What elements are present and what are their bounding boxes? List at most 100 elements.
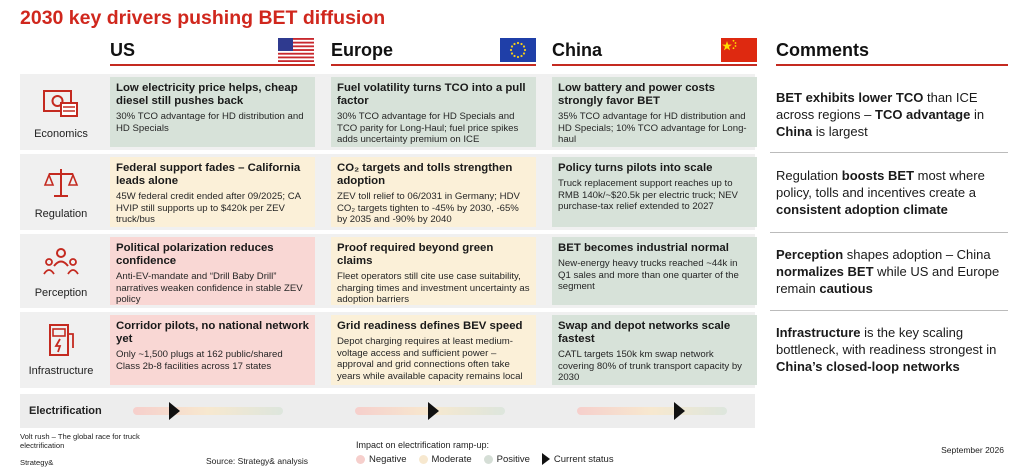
legend-moderate: Moderate bbox=[418, 453, 472, 465]
cell-body: Fleet operators still cite use case suit… bbox=[337, 271, 530, 306]
comment-infrastructure: Infrastructure is the key scaling bottle… bbox=[776, 325, 1008, 376]
europe-current-status-marker bbox=[428, 402, 439, 420]
cell-body: 35% TCO advantage for HD distribution an… bbox=[558, 111, 747, 146]
cell-perception-europe: Proof required beyond green claims Fleet… bbox=[331, 237, 536, 305]
legend-current: Current status bbox=[541, 453, 614, 465]
comment-divider bbox=[770, 232, 1008, 233]
cell-body: Only ~1,500 plugs at 162 public/shared C… bbox=[116, 349, 283, 372]
comment-segment: shapes adoption – China bbox=[843, 247, 991, 262]
cell-body: ZEV toll relief to 06/2031 in Germany; H… bbox=[337, 191, 520, 226]
cell-heading: Swap and depot networks scale fastest bbox=[558, 320, 731, 346]
cell-heading: Political polarization reduces confidenc… bbox=[116, 242, 274, 268]
cell-body: Truck replacement support reaches up to … bbox=[558, 178, 738, 213]
comment-segment: cautious bbox=[819, 280, 873, 296]
comment-segment: while US and Europe remain bbox=[776, 263, 1000, 296]
comment-segment: Perception bbox=[776, 247, 844, 262]
comment-segment: boosts BET bbox=[841, 168, 915, 183]
europe-header-line bbox=[331, 64, 536, 66]
charger-icon bbox=[49, 324, 74, 356]
column-header-china: China bbox=[552, 40, 603, 60]
cell-heading: Low battery and power costs strongly fav… bbox=[558, 82, 715, 108]
electrification-label: Electrification bbox=[29, 405, 102, 417]
current-status-triangle-icon bbox=[541, 453, 550, 465]
cell-heading: CO₂ targets and tolls strengthen adoptio… bbox=[337, 162, 513, 188]
legend-negative: Negative bbox=[356, 454, 407, 465]
positive-dot-icon bbox=[483, 454, 493, 464]
cell-perception-us: Political polarization reduces confidenc… bbox=[110, 237, 315, 305]
china-flag-icon bbox=[721, 38, 757, 62]
comment-segment: normalizes BET bbox=[776, 263, 874, 279]
column-header-us: US bbox=[110, 40, 136, 60]
legend-moderate-label: Moderate bbox=[431, 453, 472, 465]
cell-economics-china: Low battery and power costs strongly fav… bbox=[552, 77, 757, 147]
comment-segment: than ICE across regions – bbox=[776, 90, 978, 122]
cell-body: 30% TCO advantage for HD Specials and TC… bbox=[337, 111, 519, 146]
people-icon bbox=[43, 248, 79, 275]
comment-segment: consistent adoption climate bbox=[776, 201, 948, 217]
comment-segment: Regulation bbox=[776, 168, 842, 183]
cell-heading: Grid readiness defines BEV speed bbox=[337, 320, 523, 332]
cell-body: CATL targets 150k km swap network coveri… bbox=[558, 349, 742, 384]
row-label-regulation: Regulation bbox=[34, 208, 88, 220]
comment-economics: BET exhibits lower TCO than ICE across r… bbox=[776, 90, 1008, 141]
cell-perception-china: BET becomes industrial normal New-energy… bbox=[552, 237, 757, 305]
comment-divider bbox=[770, 152, 1008, 153]
date: September 2026 bbox=[941, 445, 1004, 455]
cell-regulation-china: Policy turns pilots into scale Truck rep… bbox=[552, 157, 757, 227]
comment-perception: Perception shapes adoption – China norma… bbox=[776, 247, 1008, 298]
row-label-perception: Perception bbox=[34, 287, 88, 299]
comment-divider bbox=[770, 310, 1008, 311]
comment-segment: Infrastructure bbox=[776, 325, 861, 340]
us-electrification-scale bbox=[133, 407, 283, 415]
legend: Negative Moderate Positive Current statu… bbox=[356, 453, 620, 465]
scales-icon bbox=[43, 169, 79, 197]
china-header-line bbox=[552, 64, 757, 66]
cell-heading: Fuel volatility turns TCO into a pull fa… bbox=[337, 82, 526, 108]
cell-heading: Federal support fades – California leads… bbox=[116, 162, 301, 188]
column-header-europe: Europe bbox=[331, 40, 394, 60]
eu-flag-icon bbox=[500, 38, 536, 62]
report-title: Volt rush – The global race for truck el… bbox=[20, 432, 140, 451]
comment-segment: most where policy, tolls and incentives … bbox=[776, 168, 985, 200]
cell-body: 45W federal credit ended after 09/2025; … bbox=[116, 191, 301, 226]
us-header-line bbox=[110, 64, 315, 66]
cell-infrastructure-europe: Grid readiness defines BEV speed Depot c… bbox=[331, 315, 536, 385]
comment-segment: China’s closed-loop networks bbox=[776, 358, 960, 374]
comment-segment: is largest bbox=[812, 123, 868, 139]
cell-heading: Corridor pilots, no national network yet bbox=[116, 320, 310, 346]
legend-positive: Positive bbox=[483, 454, 530, 465]
source-note: Source: Strategy& analysis bbox=[206, 456, 309, 466]
comment-segment: is the key scaling bottleneck, with read… bbox=[776, 325, 997, 357]
us-current-status-marker bbox=[168, 402, 180, 420]
cell-heading: Policy turns pilots into scale bbox=[558, 162, 713, 174]
page-title: 2030 key drivers pushing BET diffusion bbox=[20, 7, 386, 29]
china-current-status-marker bbox=[674, 402, 685, 420]
cell-infrastructure-us: Corridor pilots, no national network yet… bbox=[110, 315, 315, 385]
cell-body: New-energy heavy trucks reached ~44k in … bbox=[558, 258, 739, 293]
cell-body: Anti-EV-mandate and “Drill Baby Drill” n… bbox=[116, 271, 303, 306]
comment-segment: TCO advantage bbox=[875, 106, 971, 122]
money-icon bbox=[43, 90, 78, 117]
cell-heading: BET becomes industrial normal bbox=[558, 242, 729, 254]
negative-dot-icon bbox=[356, 454, 365, 464]
comment-segment: in bbox=[970, 106, 985, 122]
china-electrification-scale bbox=[577, 407, 727, 415]
comments-header-line bbox=[776, 64, 1008, 66]
comment-segment: BET exhibits lower TCO bbox=[776, 90, 924, 105]
row-label-economics: Economics bbox=[34, 128, 88, 140]
cell-economics-europe: Fuel volatility turns TCO into a pull fa… bbox=[331, 77, 536, 147]
us-flag-icon bbox=[278, 38, 314, 62]
legend-current-label: Current status bbox=[553, 453, 614, 465]
cell-body: 30% TCO advantage for HD distribution an… bbox=[116, 111, 304, 134]
moderate-dot-icon bbox=[418, 454, 428, 464]
cell-regulation-europe: CO₂ targets and tolls strengthen adoptio… bbox=[331, 157, 536, 227]
column-header-comments: Comments bbox=[776, 40, 870, 60]
cell-body: Depot charging requires at least medium-… bbox=[337, 336, 523, 382]
cell-heading: Low electricity price helps, cheap diese… bbox=[116, 82, 298, 108]
comment-regulation: Regulation boosts BET most where policy,… bbox=[776, 168, 1008, 219]
brand-name: Strategy& bbox=[20, 458, 54, 467]
comment-segment: China bbox=[776, 123, 813, 139]
cell-infrastructure-china: Swap and depot networks scale fastest CA… bbox=[552, 315, 757, 385]
row-label-infrastructure: Infrastructure bbox=[28, 365, 94, 377]
cell-economics-us: Low electricity price helps, cheap diese… bbox=[110, 77, 315, 147]
